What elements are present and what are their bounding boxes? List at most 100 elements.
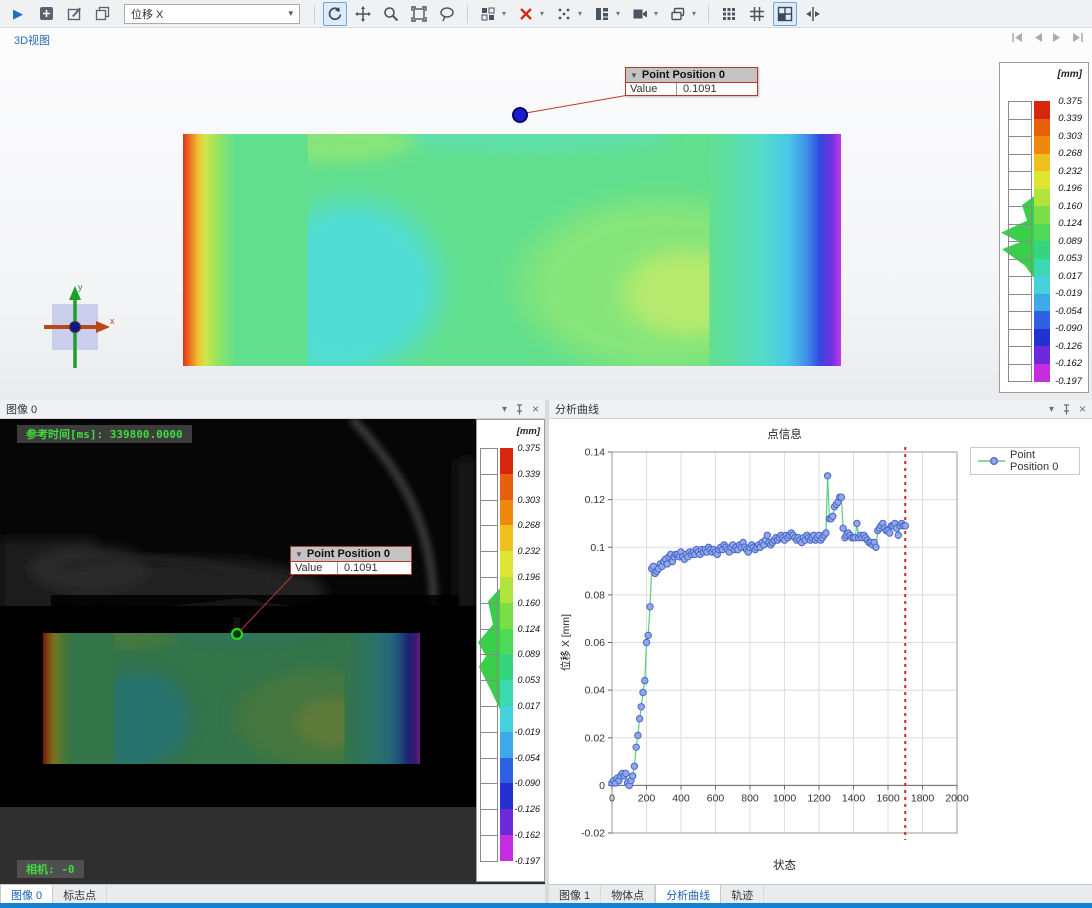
coordinate-triad: x y [36,280,116,376]
chevron-down-icon[interactable]: ▾ [540,9,548,18]
tab-image-1[interactable]: 图像 1 [549,885,601,904]
point-annotation-image[interactable]: ▼ Point Position 0 Value 0.1091 [290,546,412,575]
grid-sparse-icon[interactable] [745,2,769,26]
application-window: { "toolbar": { "field_value": "位移 X", "i… [0,0,1092,908]
colorbar-segment [1034,241,1050,259]
tab-object-points[interactable]: 物体点 [601,885,655,904]
chevron-down-icon[interactable]: ▾ [578,9,586,18]
point-annotation-3d[interactable]: ▼ Point Position 0 Value 0.1091 [625,67,758,96]
pin-icon[interactable] [1062,404,1071,415]
video-icon[interactable] [628,2,652,26]
colorbar-tick-label: 0.375 [1058,96,1082,107]
histogram-cell [480,448,498,475]
colorbar-segment [500,809,513,835]
tab-markers[interactable]: 标志点 [53,885,107,904]
copy-icon[interactable] [90,2,114,26]
colorbar-tick-label: -0.090 [514,778,540,788]
histogram-cell [1008,206,1032,225]
zoom-icon[interactable] [379,2,403,26]
add-icon[interactable] [34,2,58,26]
balloon-label-icon[interactable] [435,2,459,26]
svg-text:1000: 1000 [773,792,797,804]
pin-icon[interactable] [515,404,524,415]
triangle-collapse-icon: ▼ [295,550,303,559]
colorbar-segment [1034,364,1050,382]
colorbar-tick-label: 0.303 [1058,131,1082,142]
previous-state-icon[interactable] [1033,32,1043,43]
colorbar-segment [500,551,513,577]
play-icon[interactable]: ▶ [6,2,30,26]
chevron-down-icon[interactable]: ▾ [1049,404,1054,415]
tab-image-0[interactable]: 图像 0 [0,885,53,904]
toolbar-separator [467,5,468,23]
colorbar-tick-label: -0.126 [1055,341,1082,352]
chevron-down-icon[interactable]: ▾ [654,9,662,18]
colorbar-segment [1034,119,1050,137]
tab-trajectory[interactable]: 轨迹 [721,885,764,904]
result-field-select[interactable]: 位移 X ▾ [124,4,300,24]
tab-analysis-curves[interactable]: 分析曲线 [655,885,721,904]
view3d-tab-label: 3D视图 [14,32,50,48]
camera-image-view[interactable]: 参考时间[ms]: 339800.0000 相机: -0 ▼ Point Pos… [0,419,545,884]
chevron-down-icon[interactable]: ▾ [502,404,507,415]
histogram-cell [480,654,498,681]
annotation-key: Value [626,83,677,95]
annotation-value: 0.1091 [677,83,757,95]
histogram-cell [1008,276,1032,295]
3d-viewport[interactable]: 3D视图 x y ▼ Point Position 0 Value 0.1091 [0,28,1092,400]
colorbar-tick-label: -0.019 [514,727,540,737]
curve-panel-tabbar: 图像 1 物体点 分析曲线 轨迹 [549,884,1092,904]
first-state-icon[interactable] [1011,32,1024,43]
histogram-cell [1008,294,1032,313]
colorbar-segment [500,732,513,758]
histogram-cell [480,680,498,707]
colorbar-segment [1034,346,1050,364]
columns-icon[interactable] [590,2,614,26]
histogram-cell [1008,364,1032,383]
annotation-value: 0.1091 [338,562,411,574]
histogram-cell [480,732,498,759]
colorbar-tick-label: 0.339 [1058,113,1082,124]
edit-icon[interactable] [62,2,86,26]
histogram-cell [480,474,498,501]
points-icon[interactable] [552,2,576,26]
svg-text:0: 0 [609,792,615,804]
svg-text:y: y [78,282,83,292]
chart-legend: Point Position 0 [970,447,1080,475]
histogram-cell [1008,224,1032,243]
collapse-icon[interactable] [801,2,825,26]
histogram-cell [1008,346,1032,365]
rotate-icon[interactable] [323,2,347,26]
fit-view-icon[interactable] [407,2,431,26]
colorbar-tick-label: 0.303 [517,495,540,505]
colorbar-tick-label: -0.054 [514,753,540,763]
colorbar-segment [500,629,513,655]
chevron-down-icon[interactable]: ▾ [692,9,700,18]
grid-dense-icon[interactable] [717,2,741,26]
histogram-cell [1008,101,1032,120]
colorbar-segment [500,500,513,526]
window-layout-icon[interactable] [773,2,797,26]
delete-icon[interactable] [514,2,538,26]
analysis-chart-area[interactable]: 0200400600800100012001400160018002000-0.… [549,419,1092,884]
colorbar-segment [1034,101,1050,119]
colorbar-segment [500,680,513,706]
annotation-title: Point Position 0 [307,548,390,560]
next-state-icon[interactable] [1052,32,1062,43]
legend-series-label: Point Position 0 [1010,449,1073,473]
close-icon[interactable]: × [532,402,539,416]
layers-icon[interactable] [666,2,690,26]
svg-text:2000: 2000 [945,792,969,804]
chevron-down-icon[interactable]: ▾ [502,9,510,18]
status-bar [0,903,1092,908]
chevron-down-icon[interactable]: ▾ [616,9,624,18]
fit-window-icon[interactable] [476,2,500,26]
close-icon[interactable]: × [1079,402,1086,416]
colorbar-segment [500,706,513,732]
state-navigation [1011,32,1084,43]
toolbar-separator [314,5,315,23]
pan-icon[interactable] [351,2,375,26]
last-state-icon[interactable] [1071,32,1084,43]
colorbar-segment [1034,329,1050,347]
colorbar-tick-label: 0.089 [1058,236,1082,247]
